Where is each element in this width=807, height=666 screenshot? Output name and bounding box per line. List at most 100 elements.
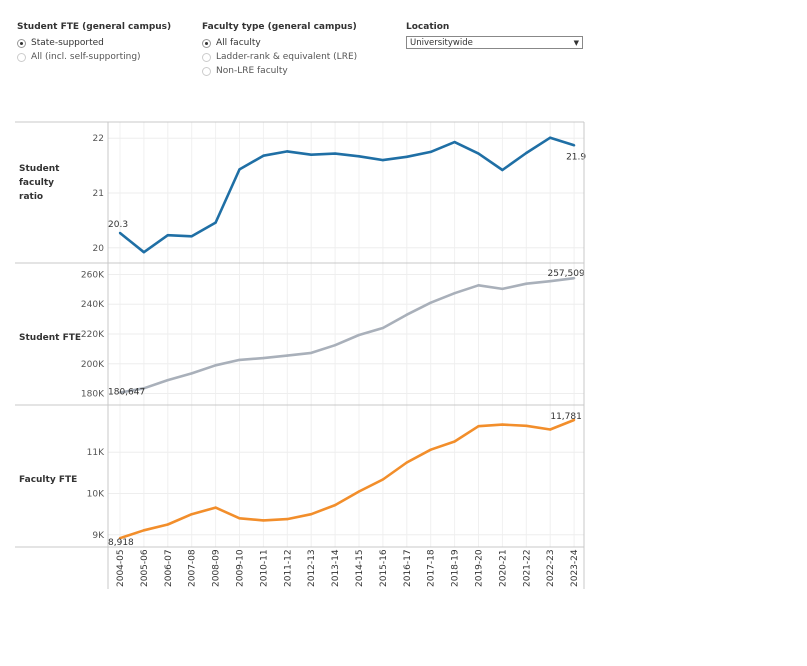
x-tick-label: 2005-06 — [140, 549, 150, 587]
x-tick-label: 2020-21 — [498, 549, 508, 587]
data-point — [310, 153, 313, 156]
student-fte-filter: Student FTE (general campus) State-suppo… — [17, 22, 171, 64]
y-tick-label: 180K — [81, 390, 105, 400]
radio-non-lre-faculty[interactable]: Non-LRE faculty — [202, 64, 357, 78]
x-tick-label: 2017-18 — [427, 549, 437, 587]
x-tick-label: 2010-11 — [259, 549, 269, 587]
data-point — [118, 536, 122, 540]
data-point — [381, 158, 385, 162]
data-point — [310, 351, 313, 355]
data-point — [501, 287, 504, 291]
data-point — [262, 356, 265, 360]
radio-label: Non-LRE faculty — [216, 66, 288, 76]
x-tick-label: 2015-16 — [379, 549, 389, 587]
data-point — [190, 512, 193, 516]
radio-unchecked-icon[interactable] — [202, 52, 211, 62]
x-tick-label: 2004-05 — [116, 549, 126, 587]
data-point — [142, 250, 146, 254]
x-tick-label: 2019-20 — [475, 549, 485, 587]
faculty-type-filter-title: Faculty type (general campus) — [202, 22, 357, 32]
data-point — [357, 490, 361, 493]
y-axis-title: ratio — [19, 192, 43, 202]
data-point — [166, 378, 169, 382]
data-point — [525, 282, 528, 285]
y-axis-title: Faculty FTE — [19, 475, 77, 485]
data-point — [501, 168, 504, 172]
radio-checked-icon[interactable] — [17, 38, 26, 48]
last-value-label: 11,781 — [550, 412, 582, 422]
data-point — [310, 512, 313, 516]
radio-state-supported[interactable]: State-supported — [17, 36, 171, 50]
last-value-label: 257,509 — [547, 269, 584, 279]
data-point — [549, 279, 552, 283]
radio-unchecked-icon[interactable] — [17, 52, 26, 62]
first-value-label: 180,647 — [108, 388, 145, 398]
radio-label: Ladder-rank & equivalent (LRE) — [216, 52, 358, 62]
student-fte-filter-title: Student FTE (general campus) — [17, 22, 172, 32]
y-tick-label: 20 — [93, 244, 105, 254]
series-line — [119, 276, 575, 394]
data-point — [405, 313, 408, 316]
radio-all-faculty[interactable]: All faculty — [202, 36, 357, 50]
radio-unchecked-icon[interactable] — [202, 66, 211, 76]
x-tick-label: 2008-09 — [212, 549, 222, 587]
x-tick-label: 2023-24 — [570, 549, 580, 587]
data-point — [405, 155, 408, 159]
faculty-type-filter: Faculty type (general campus) All facult… — [202, 22, 357, 78]
data-point — [118, 391, 122, 394]
y-tick-label: 9K — [92, 531, 105, 541]
x-tick-label: 2011-12 — [283, 549, 293, 587]
location-dropdown-value: Universitywide — [410, 37, 473, 48]
dropdown-arrow-icon[interactable]: ▼ — [573, 38, 579, 47]
data-point — [238, 168, 241, 171]
y-tick-label: 22 — [93, 134, 104, 144]
last-value-label: 21.9 — [566, 152, 586, 162]
data-point — [357, 155, 361, 158]
data-point — [572, 276, 576, 280]
location-dropdown[interactable]: Universitywide ▼ — [406, 36, 583, 49]
data-point — [572, 418, 576, 422]
x-tick-label: 2016-17 — [403, 549, 413, 587]
data-point — [477, 284, 480, 287]
data-point — [214, 364, 217, 367]
data-point — [429, 301, 432, 304]
data-point — [405, 461, 408, 464]
series-line — [119, 136, 575, 254]
data-point — [429, 448, 432, 451]
data-point — [549, 136, 552, 139]
data-point — [238, 517, 241, 520]
data-point — [572, 144, 576, 147]
data-point — [142, 529, 146, 532]
data-point — [286, 354, 289, 357]
data-point — [190, 372, 193, 375]
data-point — [333, 343, 337, 347]
data-point — [118, 231, 122, 235]
radio-ladder-rank[interactable]: Ladder-rank & equivalent (LRE) — [202, 50, 357, 64]
data-point — [549, 428, 552, 431]
data-point — [477, 152, 480, 155]
data-point — [501, 423, 504, 426]
data-point — [262, 519, 265, 522]
y-tick-label: 200K — [81, 360, 105, 370]
x-tick-label: 2014-15 — [355, 549, 365, 587]
data-point — [453, 140, 456, 144]
data-point — [453, 292, 456, 295]
x-tick-label: 2013-14 — [331, 549, 341, 587]
radio-checked-icon[interactable] — [202, 38, 211, 48]
data-point — [286, 150, 289, 153]
data-point — [525, 151, 528, 155]
data-point — [477, 425, 480, 428]
first-value-label: 20.3 — [108, 220, 128, 230]
data-point — [238, 358, 241, 362]
radio-label: State-supported — [31, 38, 104, 48]
x-tick-label: 2021-22 — [522, 549, 532, 587]
data-point — [381, 326, 385, 330]
x-tick-label: 2022-23 — [546, 549, 556, 587]
first-value-label: 8,918 — [108, 538, 134, 548]
x-tick-label: 2009-10 — [236, 549, 246, 587]
radio-all-incl-self-supporting[interactable]: All (incl. self-supporting) — [17, 50, 171, 64]
radio-label: All faculty — [216, 38, 261, 48]
data-point — [333, 503, 337, 507]
data-point — [166, 233, 169, 237]
